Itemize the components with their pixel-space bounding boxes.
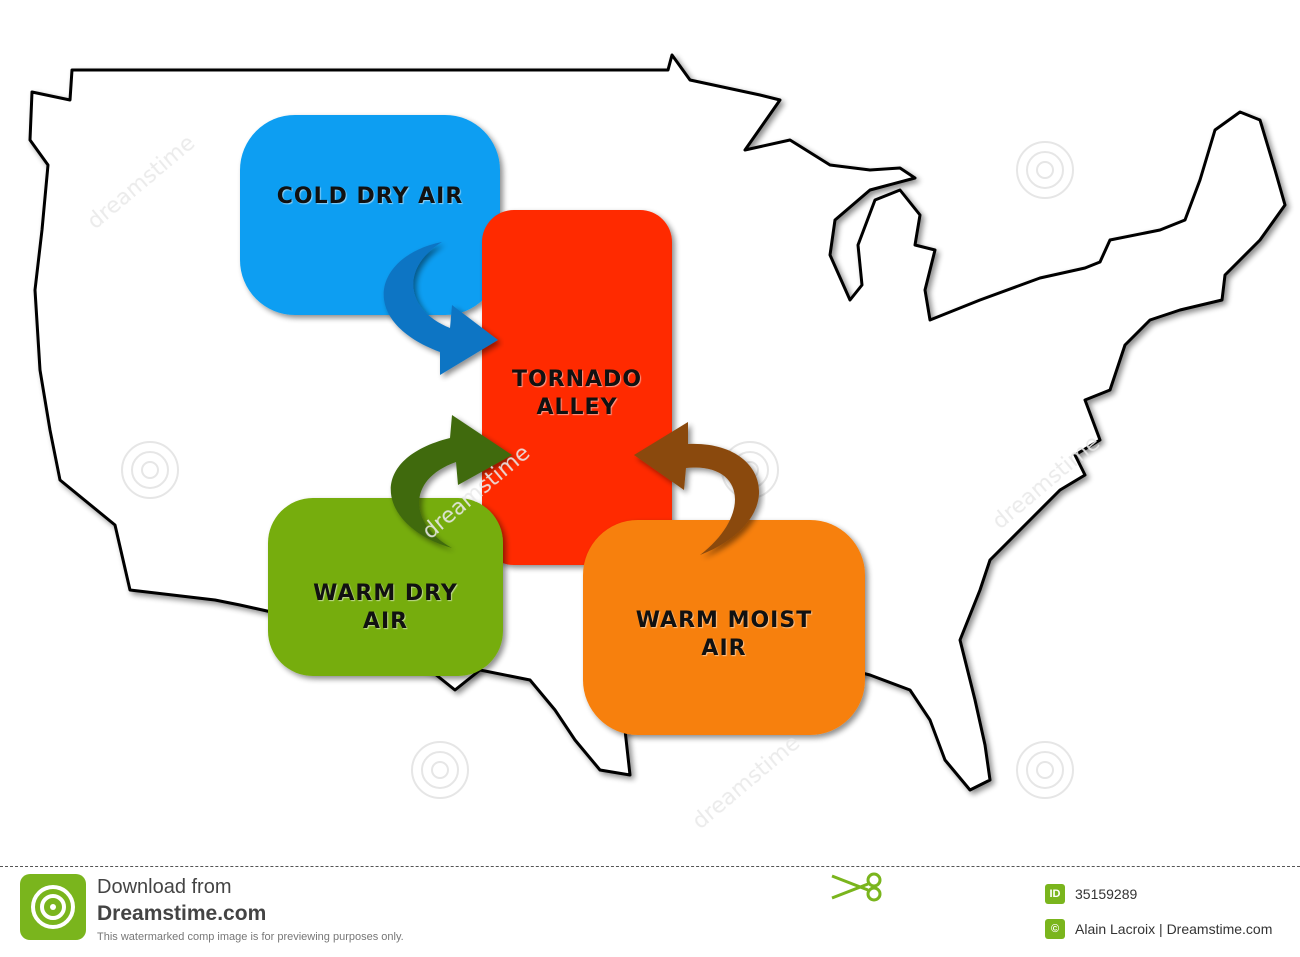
diagram-stage: dreamstime dreamstime dreamstime dreamst… [28,53,1287,835]
id-badge: ID [1045,884,1065,904]
warm-dry-air-box [268,498,503,676]
image-id: 35159289 [1075,886,1138,902]
warm-dry-air-label: WARM DRY AIR [313,581,458,634]
dashed-divider [0,866,1300,867]
author-credit[interactable]: Alain Lacroix | Dreamstime.com [1075,921,1273,937]
svg-text:dreamstime: dreamstime [688,731,805,835]
tornado-alley-box [482,210,672,565]
cold-dry-air-box [240,115,500,315]
warm-moist-air-box [583,520,865,735]
download-from-text: Download from [97,876,232,898]
warm-moist-air-label: WARM MOIST AIR [635,608,813,661]
dreamstime-logo [20,874,86,940]
cold-dry-air-label: COLD DRY AIR [276,184,464,209]
copyright-badge: © [1045,919,1065,939]
cold-air-arrow [383,242,498,375]
diagram-canvas: dreamstime dreamstime dreamstime dreamst… [28,53,1287,835]
watermark-footer: Download from Dreamstime.com This waterm… [0,862,1300,957]
scissors-icon [831,872,882,902]
warm-dry-air-arrow [390,415,512,548]
warm-moist-air-arrow [634,422,760,555]
tornado-alley-label: TORNADO ALLEY [511,367,643,420]
site-name[interactable]: Dreamstime.com [97,902,267,925]
preview-note: This watermarked comp image is for previ… [97,931,404,943]
